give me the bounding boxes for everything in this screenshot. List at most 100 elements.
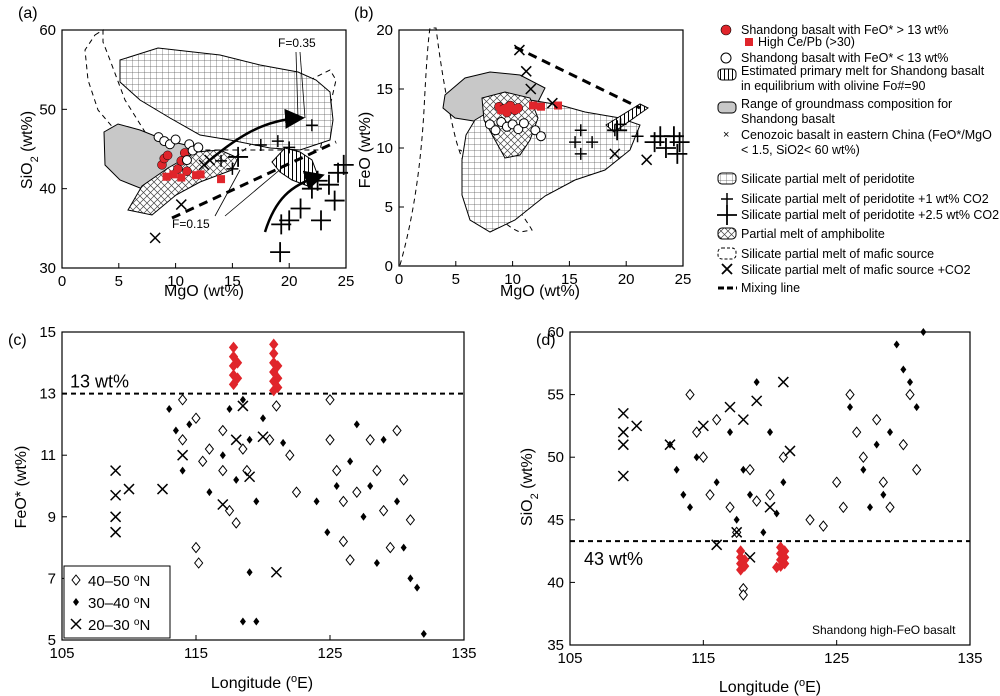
point-0-1-5 [217, 175, 226, 184]
ytick-label-3-3: 50 [547, 449, 564, 466]
point-1-5-4 [609, 148, 621, 160]
point-2-1-21 [400, 543, 407, 552]
point-3-1-15 [847, 403, 853, 412]
series-3-0 [685, 388, 922, 601]
ytick-label-2-1: 7 [48, 570, 56, 587]
xtick-label-2-0: 105 [49, 645, 74, 662]
point-3-1-7 [733, 515, 740, 524]
series-3-3 [736, 541, 790, 576]
point-3-2-1 [617, 426, 629, 438]
series-2-0 [177, 393, 416, 569]
y-axis-label-3: SiO2 (wt%) [519, 448, 541, 526]
point-2-0-13 [285, 449, 295, 462]
point-3-1-20 [900, 365, 907, 374]
point-3-1-8 [740, 465, 747, 474]
point-3-1-24 [880, 490, 887, 499]
f015-leader2-a [224, 167, 283, 217]
point-2-1-13 [253, 617, 260, 626]
point-2-0-10 [238, 443, 248, 455]
point-3-1-17 [873, 440, 880, 449]
point-1-4-0 [607, 120, 628, 141]
point-2-0-11 [265, 433, 275, 446]
panel-a-fields [84, 29, 337, 233]
point-0-3-4 [283, 141, 296, 154]
point-1-3-1 [574, 124, 587, 137]
point-3-1-11 [760, 528, 767, 537]
point-3-0-4 [712, 413, 722, 426]
point-2-0-14 [291, 486, 302, 498]
x-axis-label-1: MgO (wt%) [500, 283, 580, 300]
point-2-1-28 [324, 528, 331, 537]
point-3-0-23 [905, 388, 915, 401]
point-1-2-7 [530, 125, 541, 136]
point-0-0-5 [182, 166, 192, 176]
point-1-2-5 [513, 124, 524, 135]
legend-text-5: Cenozoic basalt in eastern China (FeO*/M… [741, 128, 992, 157]
ytick-label-0-3: 60 [39, 22, 56, 39]
point-3-1-6 [727, 428, 733, 437]
point-3-0-3 [705, 488, 715, 501]
legend-gray-swatch [717, 101, 737, 114]
point-3-1-12 [767, 428, 773, 437]
point-2-3-4 [228, 378, 239, 391]
point-3-1-25 [867, 503, 873, 512]
ytick-label-1-4: 20 [376, 22, 393, 39]
point-2-2-0 [110, 465, 122, 477]
point-1-1-2 [512, 105, 521, 114]
point-1-1-3 [529, 101, 538, 110]
point-1-3-2 [574, 147, 587, 160]
point-1-4-1 [644, 132, 665, 153]
legend-large-plus [717, 205, 737, 225]
point-3-3-12 [780, 557, 790, 570]
x-axis-label-2: Longitude (oE) [211, 673, 313, 692]
point-2-1-26 [353, 420, 360, 429]
point-2-1-6 [226, 405, 233, 413]
legend-x [721, 263, 733, 275]
ytick-label-2-2: 9 [48, 509, 56, 526]
point-3-0-21 [885, 501, 895, 514]
point-3-1-19 [893, 340, 900, 349]
point-2-1-4 [206, 488, 213, 497]
ytick-label-1-1: 5 [385, 199, 393, 216]
legend-hatch-swatch [717, 68, 737, 81]
point-2-1-27 [333, 482, 340, 490]
point-0-2-7 [181, 155, 192, 166]
point-3-0-22 [898, 438, 908, 451]
series-0-4 [228, 146, 354, 263]
point-3-1-4 [693, 453, 700, 462]
point-2-0-24 [378, 504, 389, 517]
legend-text-4: Range of groundmass composition for Shan… [741, 97, 953, 126]
legend-c-marker-0 [71, 574, 81, 586]
point-0-3-0 [215, 154, 228, 167]
melting-arrow-upper-a [209, 108, 305, 161]
point-2-0-4 [204, 443, 215, 455]
series-0-2 [153, 132, 204, 166]
point-2-0-12 [271, 400, 282, 412]
point-3-0-15 [832, 476, 842, 489]
point-2-0-22 [365, 433, 375, 446]
point-3-0-24 [912, 463, 922, 476]
point-2-1-14 [260, 414, 266, 423]
point-0-4-10 [328, 162, 349, 183]
point-2-0-2 [191, 412, 201, 425]
reference-label-3: 43 wt% [584, 549, 643, 569]
ytick-label-3-4: 55 [547, 387, 564, 404]
xtick-label-0-1: 5 [115, 273, 123, 290]
point-2-2-5 [156, 483, 169, 495]
point-3-1-5 [713, 478, 720, 487]
panel-label-1: (b) [354, 5, 374, 22]
point-1-5-5 [641, 154, 653, 166]
legend-text-3: Estimated primary melt for Shandong basa… [741, 64, 985, 93]
xtick-label-1-4: 20 [618, 271, 635, 288]
point-0-1-4 [196, 170, 205, 179]
point-0-4-0 [228, 146, 249, 167]
point-2-0-27 [399, 474, 409, 486]
annotation-shandong: Shandong high-FeO basalt [812, 623, 956, 637]
point-3-2-4 [631, 420, 643, 432]
panel-b-fields [399, 27, 649, 266]
point-1-4-5 [667, 143, 688, 164]
point-2-1-16 [347, 457, 354, 466]
xtick-label-3-0: 105 [557, 650, 582, 667]
ytick-label-0-0: 30 [39, 260, 56, 277]
point-2-0-3 [198, 455, 208, 468]
